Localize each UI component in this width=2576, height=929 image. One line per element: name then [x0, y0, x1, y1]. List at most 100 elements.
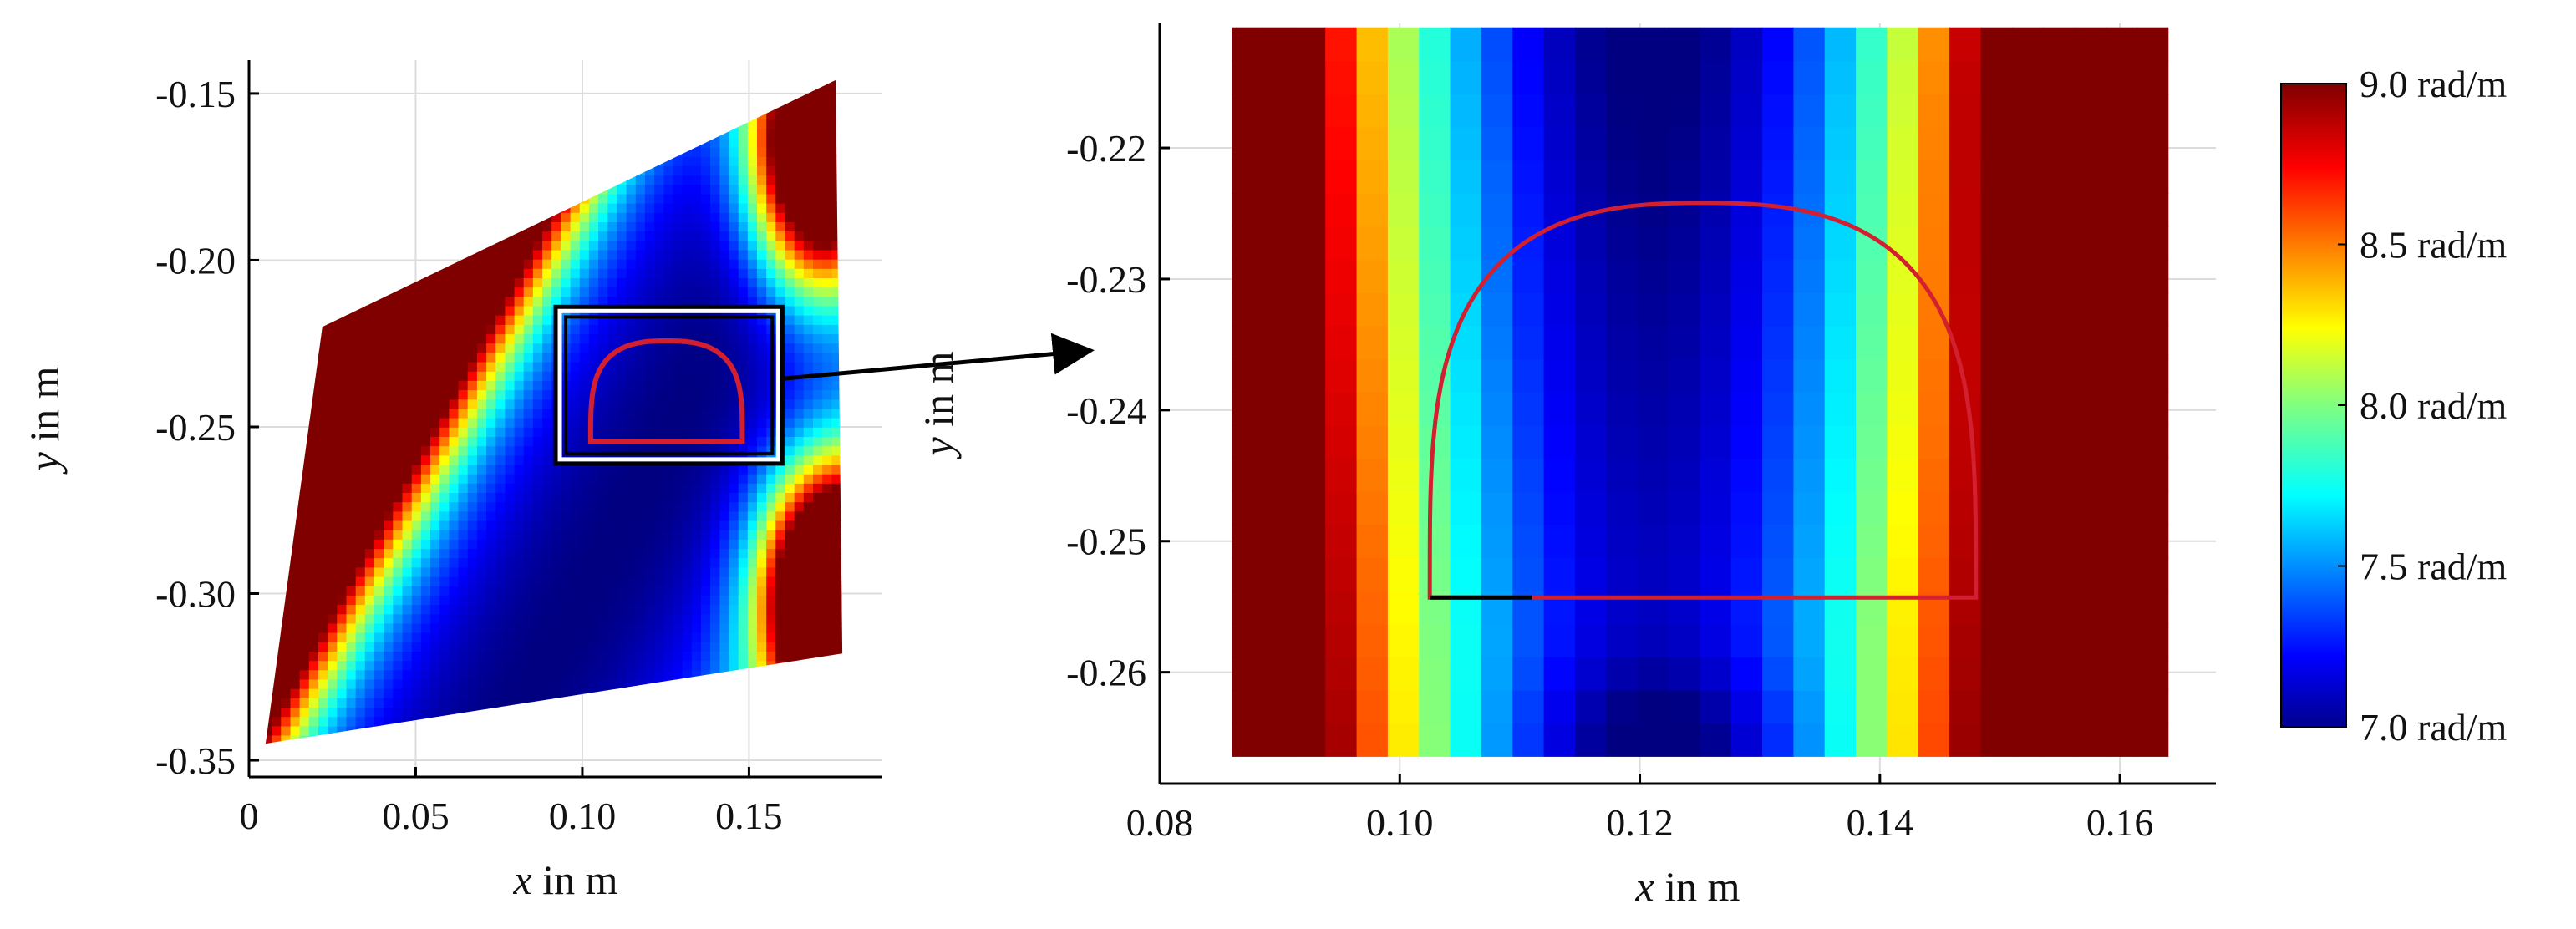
left-field-cell — [579, 464, 590, 475]
left-field-cell — [831, 632, 842, 642]
left-field-cell — [804, 744, 814, 754]
left-field-cell — [710, 361, 721, 372]
left-field-cell — [449, 529, 460, 540]
left-field-cell — [579, 81, 590, 92]
left-field-cell — [346, 492, 357, 503]
left-field-cell — [532, 716, 543, 727]
left-field-cell — [757, 548, 767, 559]
left-field-cell — [308, 155, 319, 166]
left-field-cell — [458, 380, 469, 391]
left-field-cell — [673, 99, 683, 110]
left-field-cell — [673, 193, 683, 204]
left-field-cell — [561, 109, 572, 120]
right-field-cell — [1481, 60, 1513, 94]
left-field-cell — [495, 651, 506, 662]
left-field-cell — [644, 604, 655, 615]
left-field-cell — [346, 483, 357, 493]
left-field-cell — [318, 352, 328, 363]
left-field-cell — [785, 221, 795, 232]
left-field-cell — [542, 399, 553, 409]
left-field-cell — [384, 539, 394, 550]
left-field-cell — [467, 557, 478, 568]
left-field-cell — [570, 146, 581, 157]
left-field-cell — [757, 268, 767, 278]
left-field-cell — [523, 305, 534, 316]
left-field-cell — [384, 175, 394, 185]
left-field-cell — [851, 128, 861, 138]
left-field-cell — [337, 492, 348, 503]
left-field-cell — [290, 678, 301, 689]
left-field-cell — [626, 734, 637, 744]
left-field-cell — [393, 63, 403, 73]
left-field-cell — [328, 231, 338, 241]
left-field-cell — [364, 99, 375, 110]
left-field-cell — [476, 287, 487, 297]
left-field-cell — [644, 678, 655, 689]
right-field-cell — [1419, 524, 1451, 558]
left-field-cell — [523, 445, 534, 456]
left-field-cell — [505, 510, 516, 521]
left-field-cell — [384, 566, 394, 577]
left-field-cell — [691, 660, 702, 671]
left-field-cell — [486, 436, 497, 447]
left-field-cell — [747, 399, 758, 409]
left-field-cell — [402, 408, 413, 419]
left-field-cell — [514, 79, 525, 83]
left-field-cell — [384, 595, 394, 606]
left-field-cell — [364, 613, 375, 624]
left-field-cell — [785, 380, 795, 391]
left-field-cell — [785, 483, 795, 493]
left-field-cell — [495, 725, 506, 736]
left-field-cell — [747, 343, 758, 353]
left-field-cell — [710, 249, 721, 260]
left-field-cell — [402, 436, 413, 447]
left-field-cell — [588, 333, 599, 344]
left-field-cell — [328, 651, 338, 662]
left-field-cell — [738, 249, 749, 260]
left-field-cell — [476, 268, 487, 278]
left-field-cell — [374, 99, 384, 110]
left-field-cell — [476, 566, 487, 577]
left-field-cell — [626, 268, 637, 278]
left-field-cell — [384, 529, 394, 540]
left-field-cell — [589, 63, 599, 73]
left-field-cell — [272, 324, 282, 335]
left-field-cell — [719, 212, 730, 222]
left-field-cell — [673, 268, 683, 278]
left-field-cell — [794, 613, 805, 624]
left-field-cell — [374, 212, 384, 222]
left-field-cell — [505, 501, 516, 512]
left-field-cell — [570, 79, 581, 83]
left-field-cell — [635, 548, 646, 559]
left-field-cell — [346, 557, 357, 568]
left-field-cell — [532, 146, 543, 157]
left-field-cell — [570, 707, 581, 718]
left-field-cell — [701, 734, 711, 744]
left-field-cell — [785, 520, 795, 530]
left-field-cell — [841, 119, 843, 129]
left-field-cell — [635, 184, 646, 195]
left-field-cell — [588, 492, 599, 503]
left-field-cell — [272, 445, 282, 456]
left-field-cell — [794, 258, 805, 269]
left-field-cell — [617, 231, 627, 241]
left-field-cell — [532, 240, 543, 251]
left-field-cell — [411, 716, 422, 727]
left-field-cell — [281, 137, 292, 148]
left-field-cell — [588, 595, 599, 606]
right-field-cell — [1293, 358, 1326, 393]
left-field-cell — [430, 249, 440, 260]
left-field-cell — [617, 137, 627, 148]
left-field-cell — [785, 539, 795, 550]
left-field-cell — [626, 632, 637, 642]
left-field-cell — [757, 380, 767, 391]
left-field-cell — [617, 268, 627, 278]
left-field-cell — [318, 240, 328, 251]
left-field-cell — [588, 193, 599, 204]
left-field-cell — [626, 473, 637, 484]
left-field-cell — [588, 175, 599, 185]
left-field-cell — [420, 427, 431, 437]
left-field-cell — [486, 277, 497, 288]
left-field-cell — [644, 202, 655, 213]
left-field-cell — [308, 492, 319, 503]
